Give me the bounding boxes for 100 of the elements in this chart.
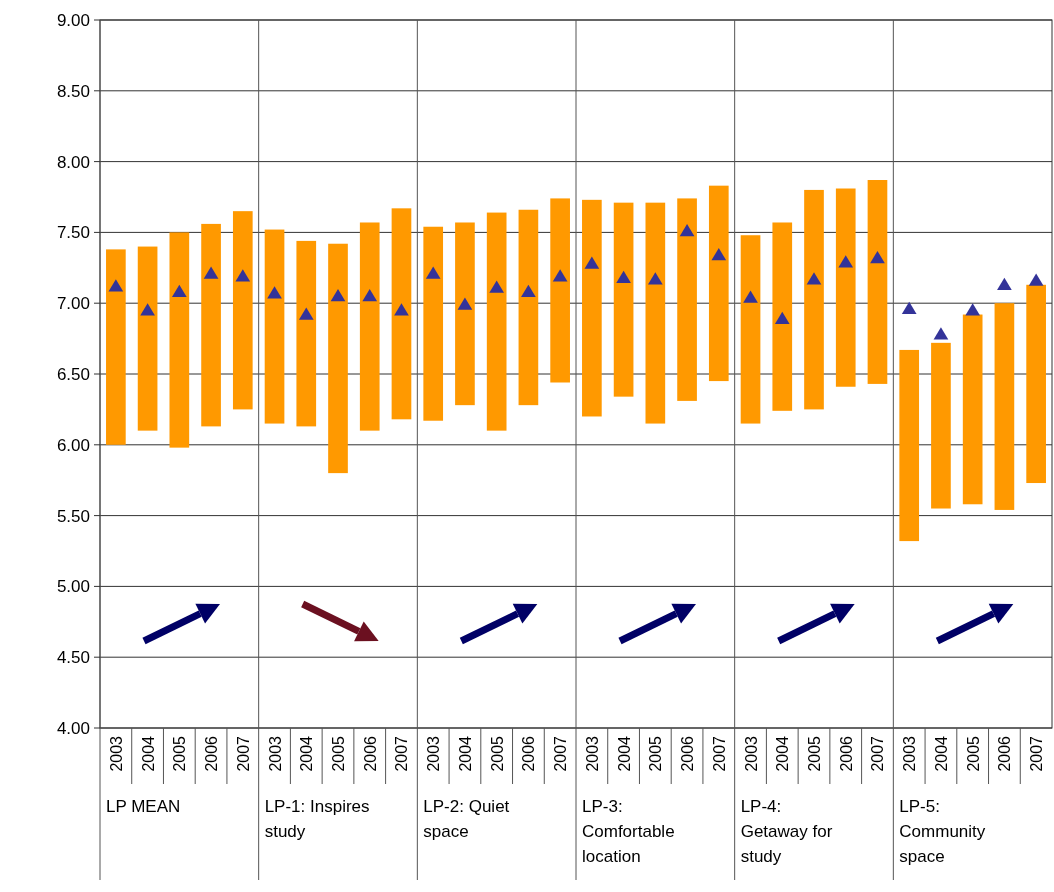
point (203, 266, 219, 279)
y-tick-label: 5.50 (56, 506, 90, 526)
x-tick-label: 2004 (932, 735, 950, 772)
bar (708, 185, 729, 382)
text: LP-4: Getaway for study (740, 797, 833, 866)
x-tick-label: 2005 (171, 735, 189, 772)
bar (423, 226, 444, 421)
text: LP-5: Community space (899, 797, 986, 866)
point (425, 266, 441, 279)
y-tick-label: 7.50 (56, 223, 90, 243)
point (457, 297, 473, 310)
point (743, 290, 758, 303)
x-tick-label: 2003 (266, 735, 284, 772)
bar (931, 342, 951, 509)
point (489, 280, 505, 293)
x-tick-label: 2003 (107, 735, 125, 772)
point (997, 277, 1012, 291)
x-tick-label: 2005 (964, 735, 982, 772)
x-tick-label: 2006 (679, 735, 697, 772)
bar (899, 349, 920, 542)
point (330, 289, 346, 302)
y-tick-label: 8.50 (56, 81, 90, 101)
point (1028, 273, 1044, 286)
x-tick-label: 2006 (361, 735, 379, 772)
bar (962, 314, 983, 505)
x-tick-label: 2004 (139, 735, 157, 772)
y-tick-label: 8.00 (56, 152, 90, 172)
bar (169, 232, 190, 448)
point (394, 303, 409, 316)
x-tick-label: 2003 (583, 735, 601, 772)
bar (359, 222, 380, 431)
bar (645, 202, 666, 424)
point (933, 327, 949, 340)
point (584, 256, 600, 269)
point (298, 307, 314, 320)
point (362, 289, 378, 302)
y-tick-label: 7.00 (56, 294, 90, 314)
bar (550, 198, 570, 383)
bar (264, 229, 285, 424)
text: LP-3: Comfortable location (582, 797, 675, 866)
text: LP MEAN (106, 797, 181, 816)
bar (201, 223, 221, 427)
point (870, 250, 885, 264)
x-tick-label: 2007 (393, 735, 411, 772)
bar (677, 198, 697, 401)
bar (772, 222, 793, 411)
x-tick-label: 2007 (1028, 735, 1046, 772)
x-tick-label: 2005 (488, 735, 506, 772)
point (235, 269, 251, 282)
x-tick-label: 2003 (425, 735, 443, 772)
point (901, 301, 917, 315)
point (806, 272, 822, 285)
x-tick-label: 2007 (234, 735, 252, 772)
point (838, 255, 854, 268)
x-tick-label: 2005 (806, 735, 823, 772)
bar (804, 189, 824, 410)
y-tick-label: 9.00 (56, 10, 90, 30)
x-tick-label: 2006 (203, 735, 221, 772)
bar (835, 188, 856, 387)
x-tick-label: 2004 (615, 735, 633, 772)
point (552, 269, 568, 282)
point (647, 272, 663, 285)
point (267, 286, 282, 299)
y-tick-label: 5.00 (56, 577, 90, 597)
x-tick-label: 2007 (869, 735, 887, 772)
text: LP-1: Inspires study (264, 797, 370, 841)
point (171, 284, 187, 298)
bar (613, 202, 634, 397)
point (711, 248, 727, 261)
bar (296, 240, 317, 427)
bar (486, 212, 507, 431)
bar (137, 246, 158, 431)
y-tick-label: 4.50 (56, 648, 90, 668)
bar (740, 235, 761, 424)
point (774, 311, 790, 325)
bar (106, 249, 126, 445)
x-tick-label: 2004 (298, 735, 316, 772)
bar (232, 211, 253, 410)
point (140, 303, 155, 316)
point (679, 223, 695, 237)
bar (1026, 284, 1046, 484)
x-tick-label: 2005 (647, 735, 665, 772)
x-tick-label: 2005 (330, 735, 347, 772)
point (965, 303, 981, 316)
x-tick-label: 2006 (520, 735, 538, 772)
y-tick-label: 6.50 (56, 364, 90, 384)
x-tick-label: 2006 (837, 735, 855, 772)
y-tick-label: 4.00 (56, 718, 90, 738)
x-tick-label: 2007 (710, 735, 728, 772)
x-tick-label: 2006 (996, 735, 1014, 772)
bar (582, 199, 602, 417)
point (616, 270, 631, 283)
x-tick-label: 2003 (742, 735, 760, 772)
x-tick-label: 2004 (456, 735, 474, 772)
x-tick-label: 2004 (774, 735, 792, 772)
point (108, 279, 124, 292)
bar (455, 222, 475, 406)
text: LP-2: Quiet space (423, 797, 510, 841)
bar (328, 243, 348, 474)
bar (391, 208, 412, 420)
